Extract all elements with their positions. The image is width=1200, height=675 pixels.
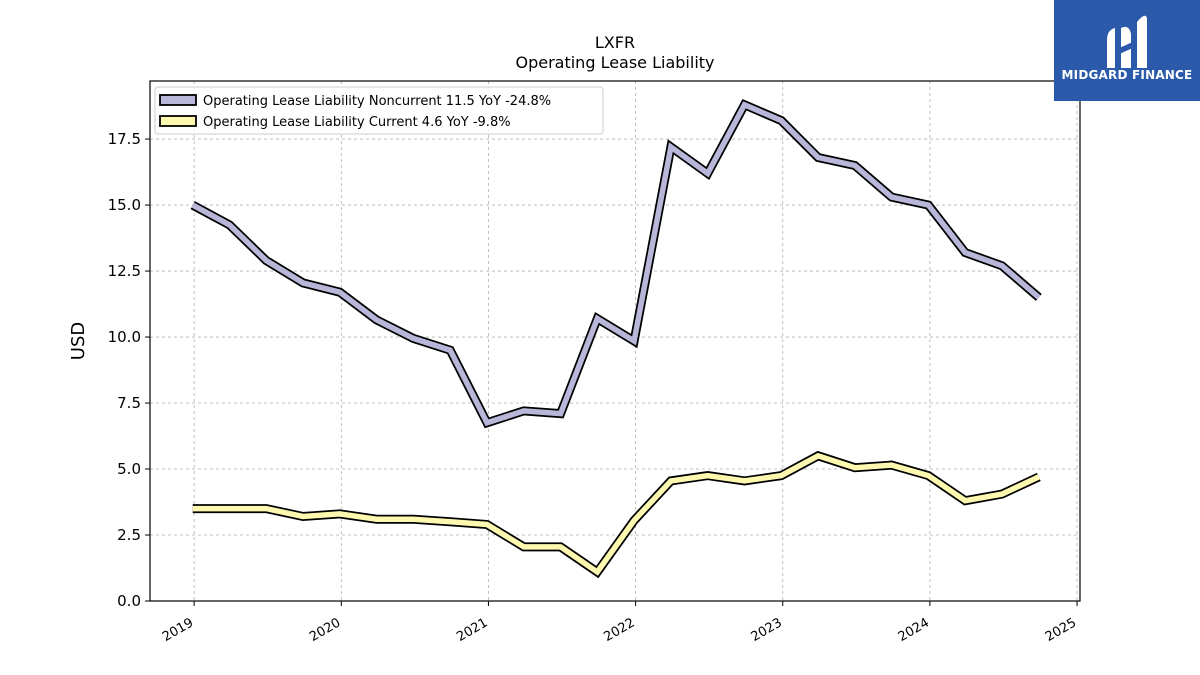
x-tick-label: 2019	[160, 615, 196, 645]
y-axis-label: USD	[68, 322, 89, 360]
legend-label-current: Operating Lease Liability Current 4.6 Yo…	[203, 115, 511, 130]
y-tick-label: 10.0	[108, 328, 141, 346]
x-tick-label: 2025	[1043, 615, 1079, 645]
y-tick-label: 12.5	[108, 262, 141, 280]
brand-logo: MIDGARD FINANCE	[1054, 0, 1200, 101]
x-axis-ticks: 2019 2020 2021 2022 2023 2024 2025	[160, 601, 1079, 645]
y-tick-label: 5.0	[117, 460, 141, 478]
plot-frame	[149, 80, 1081, 602]
y-tick-label: 15.0	[108, 196, 141, 214]
legend-label-noncurrent: Operating Lease Liability Noncurrent 11.…	[203, 94, 551, 109]
y-tick-label: 0.0	[117, 592, 141, 610]
legend-swatch-noncurrent	[159, 94, 197, 106]
series-line-1	[192, 452, 1040, 576]
legend-swatch-current	[159, 115, 197, 127]
legend-box	[154, 86, 604, 135]
series-outline-0	[190, 99, 1042, 429]
x-tick-label: 2021	[454, 615, 490, 645]
logo-icon	[1107, 15, 1147, 68]
chart-title: LXFR	[595, 33, 635, 52]
grid	[150, 81, 1080, 602]
legend: Operating Lease Liability Noncurrent 11.…	[154, 86, 604, 135]
y-axis-ticks: 0.0 2.5 5.0 7.5 10.0 12.5 15.0 17.5	[108, 130, 150, 610]
x-tick-label: 2022	[601, 615, 637, 645]
x-tick-label: 2020	[307, 615, 343, 645]
series-line-0	[191, 101, 1041, 427]
logo-text: MIDGARD FINANCE	[1061, 68, 1193, 82]
y-tick-label: 2.5	[117, 526, 141, 544]
x-tick-label: 2024	[896, 615, 932, 645]
y-tick-label: 7.5	[117, 394, 141, 412]
x-tick-label: 2023	[749, 615, 785, 645]
y-tick-label: 17.5	[108, 130, 141, 148]
series-layer	[190, 99, 1042, 579]
chart-subtitle: Operating Lease Liability	[515, 53, 714, 72]
